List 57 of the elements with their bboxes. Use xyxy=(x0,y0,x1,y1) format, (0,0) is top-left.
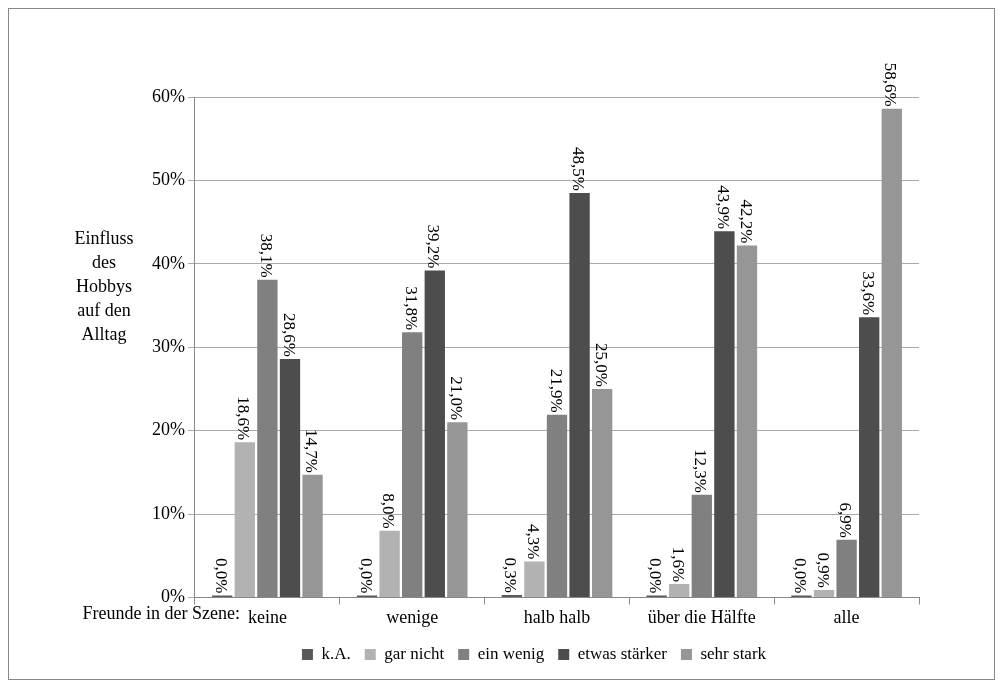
data-label: 48,5% xyxy=(569,146,589,191)
x-tick-label: halb halb xyxy=(523,606,591,627)
x-tick-label: über die Hälfte xyxy=(647,606,756,627)
data-label: 21,0% xyxy=(446,376,466,421)
bar xyxy=(524,561,545,597)
data-label: 1,6% xyxy=(668,546,688,583)
bar xyxy=(881,108,902,597)
data-label: 0,0% xyxy=(790,557,810,594)
legend-label: etwas stärker xyxy=(577,643,668,663)
data-label: 6,9% xyxy=(836,502,856,538)
bar xyxy=(302,474,323,597)
y-tick-label: 50% xyxy=(151,169,185,190)
data-label: 0,0% xyxy=(646,557,666,594)
data-label: 4,3% xyxy=(523,524,543,560)
data-label: 18,6% xyxy=(234,396,254,441)
data-label: 21,9% xyxy=(546,368,566,413)
legend-label: k.A. xyxy=(321,643,351,663)
data-label: 0,0% xyxy=(356,557,376,594)
y-tick-label: 30% xyxy=(151,335,185,356)
bar xyxy=(714,231,735,597)
data-label: 39,2% xyxy=(424,224,444,269)
legend-label: ein wenig xyxy=(477,643,545,663)
data-label: 38,1% xyxy=(256,233,276,278)
y-tick-label: 20% xyxy=(151,419,185,440)
legend-label: sehr stark xyxy=(700,643,767,663)
data-label: 28,6% xyxy=(279,312,299,357)
data-label: 42,2% xyxy=(736,199,756,244)
data-label: 8,0% xyxy=(379,493,399,529)
bar xyxy=(813,589,835,597)
y-tick-label: 10% xyxy=(151,502,185,523)
data-label: 0,9% xyxy=(813,552,833,588)
x-tick-label: wenige xyxy=(386,606,439,627)
bar xyxy=(447,422,468,597)
bar xyxy=(501,594,522,597)
data-label: 0,0% xyxy=(211,557,231,594)
data-label: 12,3% xyxy=(691,448,711,493)
y-axis-title: Einfluss des Hobbys auf den Alltag xyxy=(74,227,134,344)
bar xyxy=(569,192,590,597)
data-label: 25,0% xyxy=(591,342,611,387)
bar xyxy=(379,530,400,597)
bar xyxy=(424,270,445,597)
y-tick-label: 40% xyxy=(151,252,185,273)
data-label: 31,8% xyxy=(401,286,421,331)
bar xyxy=(592,388,613,597)
data-label: 33,6% xyxy=(858,271,878,316)
bar xyxy=(736,245,758,597)
data-label: 14,7% xyxy=(302,428,322,473)
legend-label: gar nicht xyxy=(384,643,445,663)
data-label: 0,3% xyxy=(501,557,521,593)
x-tick-label: alle xyxy=(833,606,860,627)
bar xyxy=(859,317,880,597)
data-label: 43,9% xyxy=(713,185,733,230)
bar xyxy=(669,584,690,597)
x-tick-label: keine xyxy=(247,606,287,627)
bar xyxy=(279,358,301,597)
data-label: 58,6% xyxy=(881,62,901,107)
y-tick-label: 60% xyxy=(151,85,185,106)
